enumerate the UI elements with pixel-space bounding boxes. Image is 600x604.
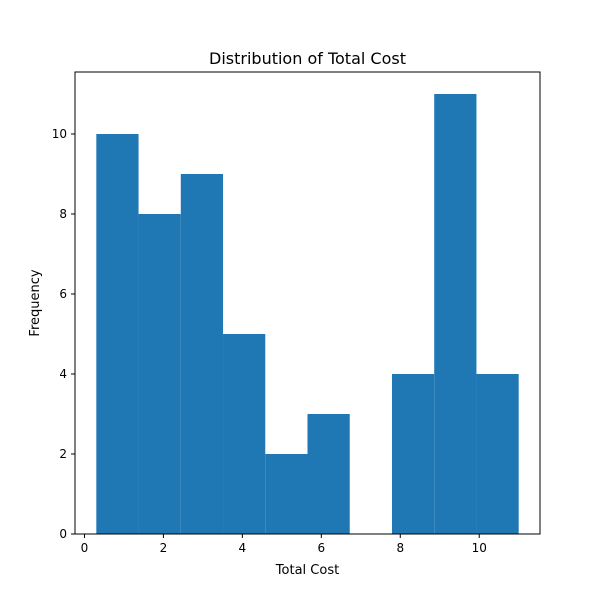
y-tick-label: 0 xyxy=(59,527,67,541)
x-tick-label: 2 xyxy=(160,541,168,555)
x-axis-ticks: 0 2 4 6 8 10 xyxy=(81,534,487,555)
x-tick-label: 6 xyxy=(317,541,325,555)
histogram-bar-2 xyxy=(138,214,181,534)
histogram-bar-6 xyxy=(307,414,350,534)
histogram-bar-1 xyxy=(96,134,139,534)
x-tick-label: 8 xyxy=(396,541,404,555)
histogram-bar-3 xyxy=(180,174,224,534)
x-tick-label: 10 xyxy=(472,541,487,555)
x-tick-label: 0 xyxy=(81,541,89,555)
y-axis-label: Frequency xyxy=(28,269,43,336)
y-tick-label: 6 xyxy=(59,287,67,301)
plot-frame xyxy=(74,71,541,535)
y-tick-label: 2 xyxy=(59,447,67,461)
y-tick-label: 10 xyxy=(52,127,67,141)
histogram-bar-8 xyxy=(391,374,435,534)
y-tick-label: 4 xyxy=(59,367,67,381)
x-tick-label: 4 xyxy=(239,541,247,555)
x-axis-label: Total Cost xyxy=(275,563,339,578)
histogram-bar-4 xyxy=(223,334,266,534)
histogram-bar-10 xyxy=(476,374,519,534)
chart-title: Distribution of Total Cost xyxy=(209,49,406,68)
y-axis-ticks: 0 2 4 6 8 10 xyxy=(52,127,75,541)
bars-layer xyxy=(96,94,519,534)
y-tick-label: 8 xyxy=(59,207,67,221)
histogram-bar-5 xyxy=(265,454,308,534)
histogram-bar-9 xyxy=(434,94,477,534)
